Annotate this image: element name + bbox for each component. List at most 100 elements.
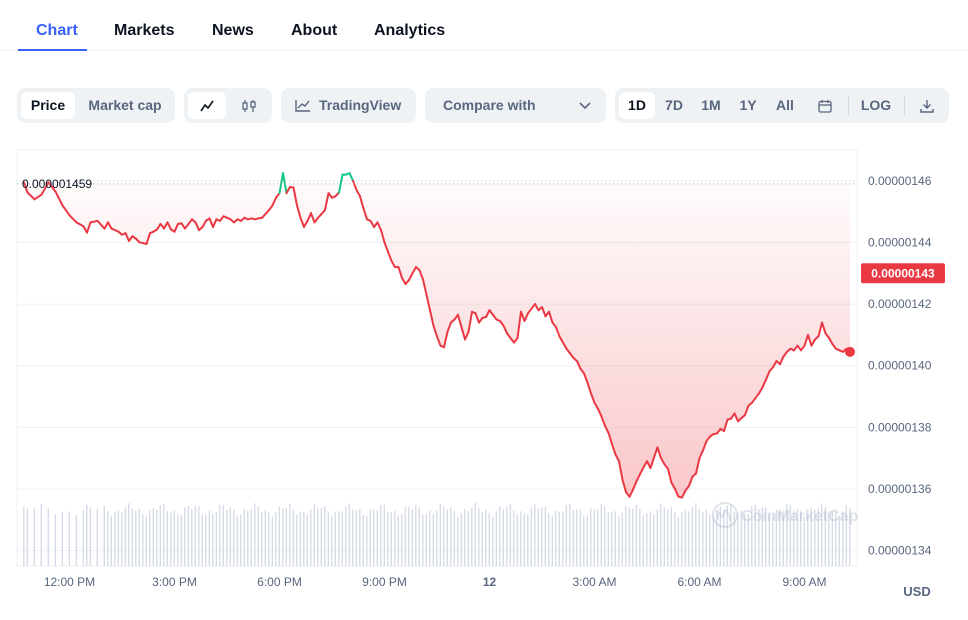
tab-about[interactable]: About: [291, 22, 338, 39]
log-scale-button[interactable]: LOG: [860, 97, 892, 113]
volume-bar: [348, 503, 350, 566]
volume-bar: [565, 504, 567, 566]
volume-bar: [835, 511, 837, 566]
volume-bar: [278, 506, 280, 566]
price-segment: [688, 475, 694, 487]
watermark-text: CoinMarketCap: [741, 508, 859, 525]
volume-bar: [485, 509, 487, 566]
price-segment: [33, 193, 43, 201]
price-segment: [383, 241, 389, 253]
volume-bar: [765, 507, 767, 566]
calendar-icon[interactable]: [810, 92, 840, 119]
price-segment: [803, 333, 809, 347]
price-segment: [390, 259, 396, 269]
range-toolbar: 1D 7D 1M 1Y All LOG: [615, 88, 949, 123]
volume-bar: [548, 513, 550, 566]
volume-bar: [747, 513, 749, 566]
chevron-down-icon: [576, 92, 594, 119]
range-all-button[interactable]: All: [776, 97, 794, 113]
price-segment: [733, 412, 739, 423]
volume-bar: [128, 503, 130, 566]
tab-chart[interactable]: Chart: [18, 0, 87, 51]
tab-analytics[interactable]: Analytics: [374, 22, 446, 39]
price-button[interactable]: Price: [21, 92, 75, 119]
volume-bar: [338, 511, 340, 566]
price-segment: [660, 457, 666, 466]
download-icon[interactable]: [913, 92, 941, 119]
volume-bar: [453, 510, 455, 566]
price-segment: [558, 335, 564, 344]
price-segment: [576, 360, 582, 370]
range-1d-button[interactable]: 1D: [619, 92, 655, 119]
volume-bar: [422, 514, 424, 566]
price-segment: [296, 204, 302, 219]
price-segment: [432, 324, 438, 338]
price-segment: [54, 190, 64, 207]
volume-bar: [226, 509, 228, 566]
volume-bar: [474, 503, 476, 566]
volume-bar: [345, 506, 347, 566]
volume-bar: [145, 516, 147, 566]
price-segment: [670, 481, 676, 490]
price-segment: [821, 321, 827, 335]
volume-bar: [443, 506, 445, 566]
range-1m-button[interactable]: 1M: [701, 97, 721, 113]
volume-bar: [667, 509, 669, 566]
volume-bar: [628, 507, 630, 566]
price-segment: [166, 221, 172, 231]
price-segment: [464, 330, 470, 341]
price-segment: [446, 321, 452, 333]
volume-bar: [194, 505, 196, 566]
market-cap-button[interactable]: Market cap: [88, 97, 162, 113]
price-segment: [348, 172, 354, 182]
x-tick-label: 6:00 AM: [677, 575, 721, 589]
volume-bar: [282, 508, 284, 566]
volume-bar: [670, 507, 672, 566]
volume-bar: [481, 512, 483, 566]
volume-bar: [401, 513, 403, 566]
price-segment: [555, 326, 561, 338]
x-tick-label: 9:00 AM: [782, 575, 826, 589]
price-segment: [355, 189, 361, 198]
price-segment: [310, 212, 316, 224]
price-segment: [765, 370, 771, 381]
volume-bar: [152, 508, 154, 566]
volume-bar: [250, 509, 252, 566]
price-segment: [635, 473, 641, 483]
volume-bar: [751, 506, 753, 566]
volume-bar: [495, 510, 497, 566]
candlestick-icon[interactable]: [230, 92, 268, 119]
volume-bar: [807, 514, 809, 566]
price-segment: [380, 229, 386, 244]
range-1y-button[interactable]: 1Y: [739, 97, 757, 113]
price-segment: [593, 401, 599, 410]
volume-bar: [187, 506, 189, 566]
price-segment: [460, 326, 466, 341]
compare-dropdown[interactable]: Compare with: [425, 88, 606, 123]
volume-bar: [625, 505, 627, 566]
tab-markets[interactable]: Markets: [114, 22, 175, 39]
volume-bar: [656, 509, 658, 566]
price-segment: [695, 457, 701, 475]
volume-bar: [170, 512, 172, 566]
volume-bar: [390, 512, 392, 566]
tradingview-button[interactable]: TradingView: [281, 88, 416, 123]
price-segment: [75, 221, 85, 228]
price-chart[interactable]: 0.000001459 0.00000146 0.00000144 0.000001…: [0, 140, 968, 620]
volume-bar: [705, 509, 707, 566]
x-tick-label: 6:00 PM: [257, 575, 302, 589]
line-chart-icon[interactable]: [188, 92, 226, 119]
volume-bar: [247, 511, 249, 566]
range-7d-button[interactable]: 7D: [665, 97, 683, 113]
volume-bar: [89, 507, 91, 566]
volume-bar: [131, 508, 133, 566]
price-segment: [541, 306, 547, 318]
volume-bar: [142, 513, 144, 566]
tab-news[interactable]: News: [212, 22, 254, 39]
volume-bar: [600, 503, 602, 566]
price-segment: [597, 407, 603, 418]
tradingview-icon: [293, 92, 313, 119]
volume-bar: [660, 503, 662, 566]
price-segment: [744, 404, 750, 417]
price-segment: [698, 449, 704, 460]
